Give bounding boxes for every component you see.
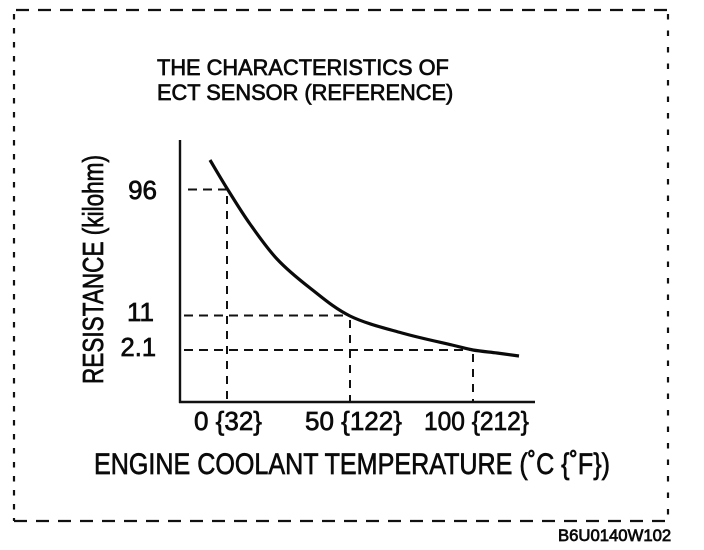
svg-text:ECT SENSOR (REFERENCE): ECT SENSOR (REFERENCE) xyxy=(157,80,453,105)
svg-text:100 {212}: 100 {212} xyxy=(424,406,529,436)
svg-text:11: 11 xyxy=(127,297,154,327)
svg-text:B6U0140W102: B6U0140W102 xyxy=(558,526,671,545)
svg-text:THE CHARACTERISTICS OF: THE CHARACTERISTICS OF xyxy=(157,55,449,80)
svg-text:50 {122}: 50 {122} xyxy=(305,406,402,436)
svg-text:ENGINE COOLANT TEMPERATURE (˚C: ENGINE COOLANT TEMPERATURE (˚C {˚F}) xyxy=(94,448,610,481)
svg-text:96: 96 xyxy=(128,175,157,205)
svg-text:RESISTANCE (kilohm): RESISTANCE (kilohm) xyxy=(78,155,110,384)
svg-text:0 {32}: 0 {32} xyxy=(194,406,262,436)
svg-text:2.1: 2.1 xyxy=(121,334,156,362)
